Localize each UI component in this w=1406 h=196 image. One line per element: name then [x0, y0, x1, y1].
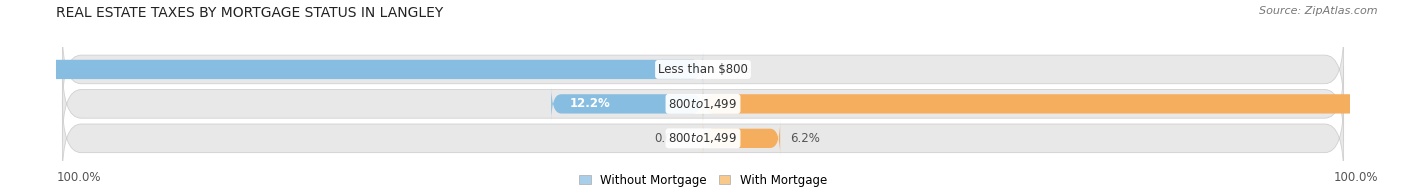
FancyBboxPatch shape — [551, 86, 703, 122]
Text: Less than $800: Less than $800 — [658, 63, 748, 76]
FancyBboxPatch shape — [62, 101, 1344, 176]
FancyBboxPatch shape — [0, 52, 703, 87]
Text: 6.2%: 6.2% — [790, 132, 820, 145]
FancyBboxPatch shape — [703, 120, 780, 156]
Text: $800 to $1,499: $800 to $1,499 — [668, 131, 738, 145]
Text: REAL ESTATE TAXES BY MORTGAGE STATUS IN LANGLEY: REAL ESTATE TAXES BY MORTGAGE STATUS IN … — [56, 6, 443, 20]
Text: 12.2%: 12.2% — [569, 97, 610, 110]
FancyBboxPatch shape — [703, 86, 1406, 122]
Text: 0.0%: 0.0% — [655, 132, 685, 145]
Text: 0.0%: 0.0% — [721, 63, 751, 76]
Text: 100.0%: 100.0% — [56, 171, 101, 184]
Legend: Without Mortgage, With Mortgage: Without Mortgage, With Mortgage — [579, 174, 827, 187]
Text: 100.0%: 100.0% — [1333, 171, 1378, 184]
FancyBboxPatch shape — [62, 32, 1344, 107]
FancyBboxPatch shape — [62, 66, 1344, 141]
Text: $800 to $1,499: $800 to $1,499 — [668, 97, 738, 111]
Text: Source: ZipAtlas.com: Source: ZipAtlas.com — [1260, 6, 1378, 16]
